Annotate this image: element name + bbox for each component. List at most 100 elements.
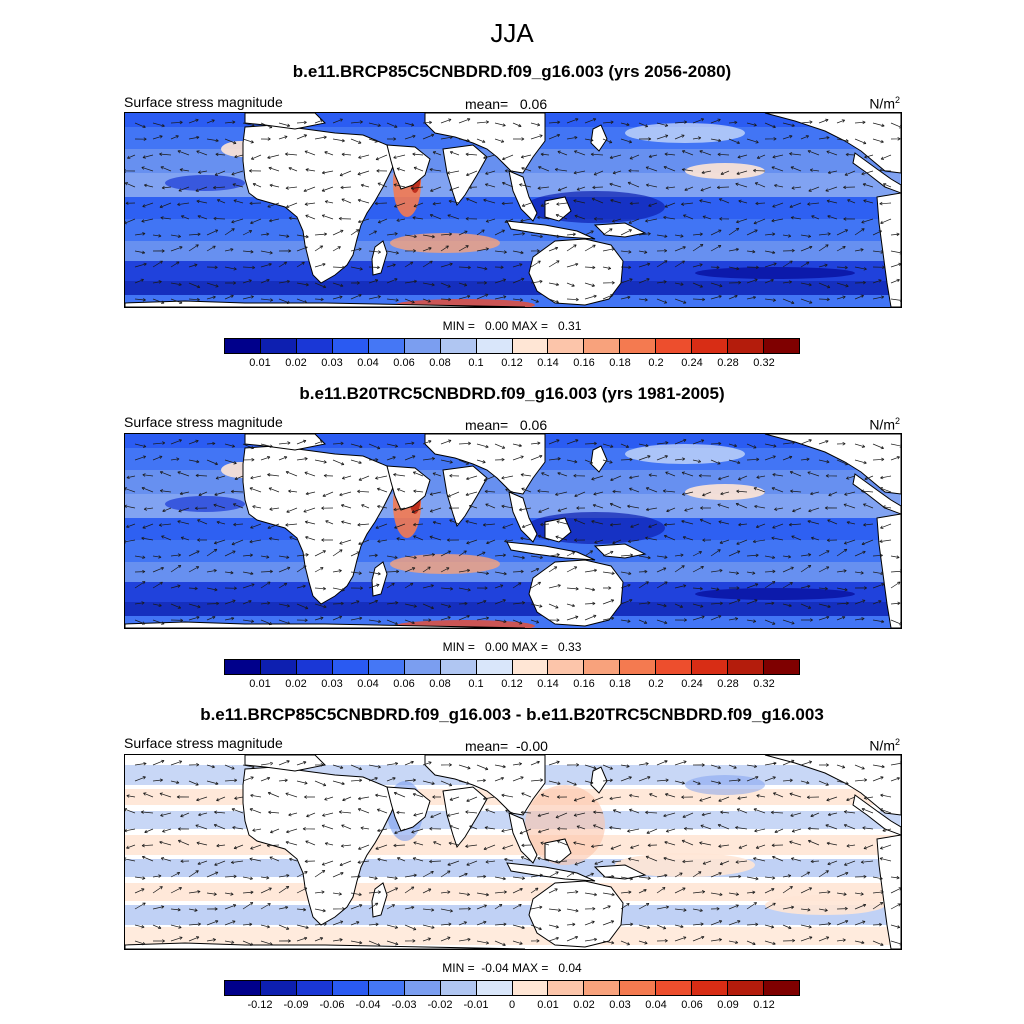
stress-vector xyxy=(224,586,237,590)
stress-vector xyxy=(584,441,597,446)
stress-field-blob xyxy=(625,123,745,143)
stress-vector xyxy=(494,776,505,782)
stress-vector xyxy=(422,584,434,589)
stress-vector xyxy=(314,282,327,289)
stress-vector xyxy=(710,938,723,942)
stress-vector xyxy=(638,762,649,766)
stress-vector xyxy=(818,459,830,464)
stress-vector xyxy=(521,843,532,848)
stress-vector xyxy=(836,616,846,621)
stress-vector xyxy=(630,844,640,849)
stress-vector xyxy=(710,601,723,606)
colorbar-tick-label: -0.01 xyxy=(463,999,489,1011)
stress-vector xyxy=(125,539,136,544)
stress-vector xyxy=(177,471,190,477)
stress-vector xyxy=(305,840,316,846)
stress-vector xyxy=(530,924,542,931)
stress-vector xyxy=(296,603,309,610)
stress-vector xyxy=(772,154,784,159)
stress-vector xyxy=(288,489,298,493)
stress-vector xyxy=(350,459,362,465)
stress-vector xyxy=(296,924,309,930)
stress-vector xyxy=(278,298,291,304)
stress-vector xyxy=(159,792,172,798)
stress-vector xyxy=(242,890,254,895)
stress-vector xyxy=(304,520,316,525)
stress-vector xyxy=(170,135,179,140)
stress-vector xyxy=(368,279,379,284)
stress-vector xyxy=(573,170,586,175)
stress-vector xyxy=(288,812,298,817)
stress-vector xyxy=(224,459,237,465)
stress-vector xyxy=(446,538,460,542)
stress-vector xyxy=(432,520,442,525)
europe-landmass xyxy=(244,755,327,772)
stress-vector xyxy=(863,796,874,800)
stress-vector xyxy=(681,491,694,496)
stress-vector xyxy=(458,550,467,557)
stress-vector xyxy=(270,828,280,834)
stress-vector xyxy=(879,808,892,814)
stress-vector xyxy=(540,152,550,157)
wind-stress-vectors xyxy=(125,438,901,626)
stress-vector xyxy=(160,812,172,817)
stress-vector xyxy=(753,808,766,814)
stress-vector xyxy=(494,876,506,881)
stress-vector xyxy=(584,294,597,300)
stress-vector xyxy=(854,266,867,271)
stress-vector xyxy=(843,823,856,830)
stress-vector xyxy=(530,249,540,253)
stress-vector xyxy=(764,581,776,589)
stress-vector xyxy=(386,298,399,302)
stress-vector xyxy=(692,908,703,913)
stress-vector xyxy=(296,936,308,942)
stress-vector xyxy=(458,764,471,770)
stress-vector xyxy=(728,227,740,236)
stress-vector xyxy=(890,761,901,766)
stress-vector xyxy=(404,567,416,573)
stress-vector xyxy=(746,599,758,605)
stress-vector xyxy=(386,456,396,461)
stress-vector xyxy=(674,618,687,622)
stress-vector xyxy=(854,940,865,945)
stress-vector xyxy=(341,824,352,830)
stress-vector xyxy=(170,564,182,573)
stress-vector xyxy=(188,603,201,609)
stress-vector xyxy=(861,170,874,176)
stress-vector xyxy=(620,903,630,910)
stress-vector xyxy=(645,166,658,172)
stress-vector xyxy=(393,507,406,512)
colorbar-tick-label: 0.14 xyxy=(537,357,559,369)
stress-vector xyxy=(188,439,199,445)
stress-vector xyxy=(476,443,489,449)
stress-vector xyxy=(807,149,820,156)
stress-vector xyxy=(170,936,183,942)
stress-vector xyxy=(484,826,496,830)
stress-vector xyxy=(350,443,363,449)
stress-vector xyxy=(504,857,514,862)
stress-vector xyxy=(314,232,328,236)
stress-vector xyxy=(296,298,308,304)
stress-vector xyxy=(719,217,730,221)
stress-vector xyxy=(620,922,634,927)
stress-vector xyxy=(890,278,900,284)
stress-vector xyxy=(710,294,722,300)
stress-vector xyxy=(494,443,506,449)
stress-vector xyxy=(188,936,200,942)
stress-vector xyxy=(548,298,559,304)
south-america-landmass xyxy=(876,513,901,628)
stress-vector xyxy=(440,297,452,302)
stress-vector xyxy=(196,796,208,802)
stress-vector xyxy=(440,118,452,124)
stress-vector xyxy=(250,523,262,529)
stress-vector xyxy=(180,536,190,541)
stress-vector xyxy=(602,920,615,926)
stress-vector xyxy=(692,118,705,124)
stress-vector xyxy=(818,244,829,252)
stress-vector xyxy=(584,614,597,621)
colorbar-swatch xyxy=(764,339,799,353)
stress-vector xyxy=(278,760,290,766)
stress-vector xyxy=(718,475,730,481)
stress-vector xyxy=(332,601,344,606)
stress-vector xyxy=(260,443,273,448)
